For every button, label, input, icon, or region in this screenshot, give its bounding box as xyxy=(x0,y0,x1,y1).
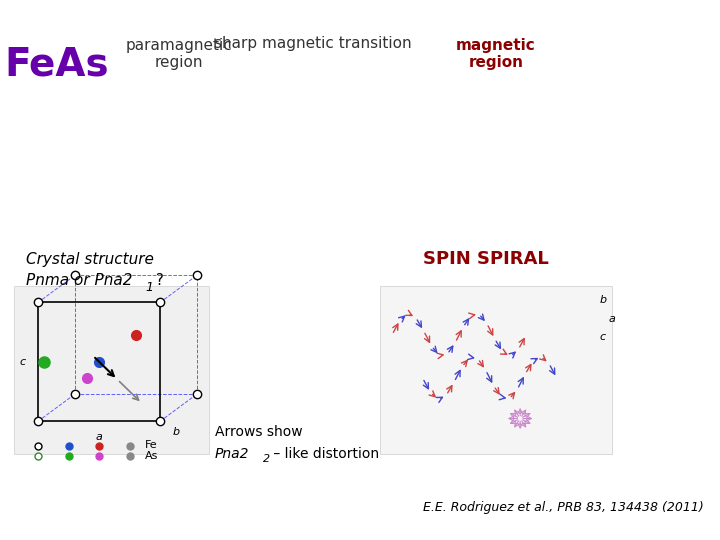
Text: c: c xyxy=(600,333,606,342)
Text: FeAs: FeAs xyxy=(4,46,109,84)
Text: SPIN SPIRAL: SPIN SPIRAL xyxy=(423,250,549,268)
FancyBboxPatch shape xyxy=(14,286,209,454)
FancyBboxPatch shape xyxy=(380,286,612,454)
Text: Pna2: Pna2 xyxy=(215,447,250,461)
Text: Fe: Fe xyxy=(145,441,158,450)
Text: ?: ? xyxy=(151,273,164,288)
Text: As: As xyxy=(145,451,158,461)
Text: sharp magnetic transition: sharp magnetic transition xyxy=(214,36,412,51)
Text: paramagnetic
region: paramagnetic region xyxy=(125,38,232,70)
Text: 2: 2 xyxy=(263,454,270,464)
Text: a: a xyxy=(96,432,103,442)
Text: – like distortion: – like distortion xyxy=(269,447,379,461)
Text: Arrows show: Arrows show xyxy=(215,425,302,439)
Text: 1: 1 xyxy=(145,281,153,294)
Text: Pnma or Pna2: Pnma or Pna2 xyxy=(26,273,132,288)
Text: magnetic
region: magnetic region xyxy=(456,38,536,70)
Text: E.E. Rodriguez et al., PRB 83, 134438 (2011): E.E. Rodriguez et al., PRB 83, 134438 (2… xyxy=(423,501,703,514)
Text: a: a xyxy=(608,314,616,323)
Text: b: b xyxy=(172,427,179,437)
Text: b: b xyxy=(600,295,607,305)
Text: Crystal structure: Crystal structure xyxy=(26,252,154,267)
Text: c: c xyxy=(20,357,26,367)
